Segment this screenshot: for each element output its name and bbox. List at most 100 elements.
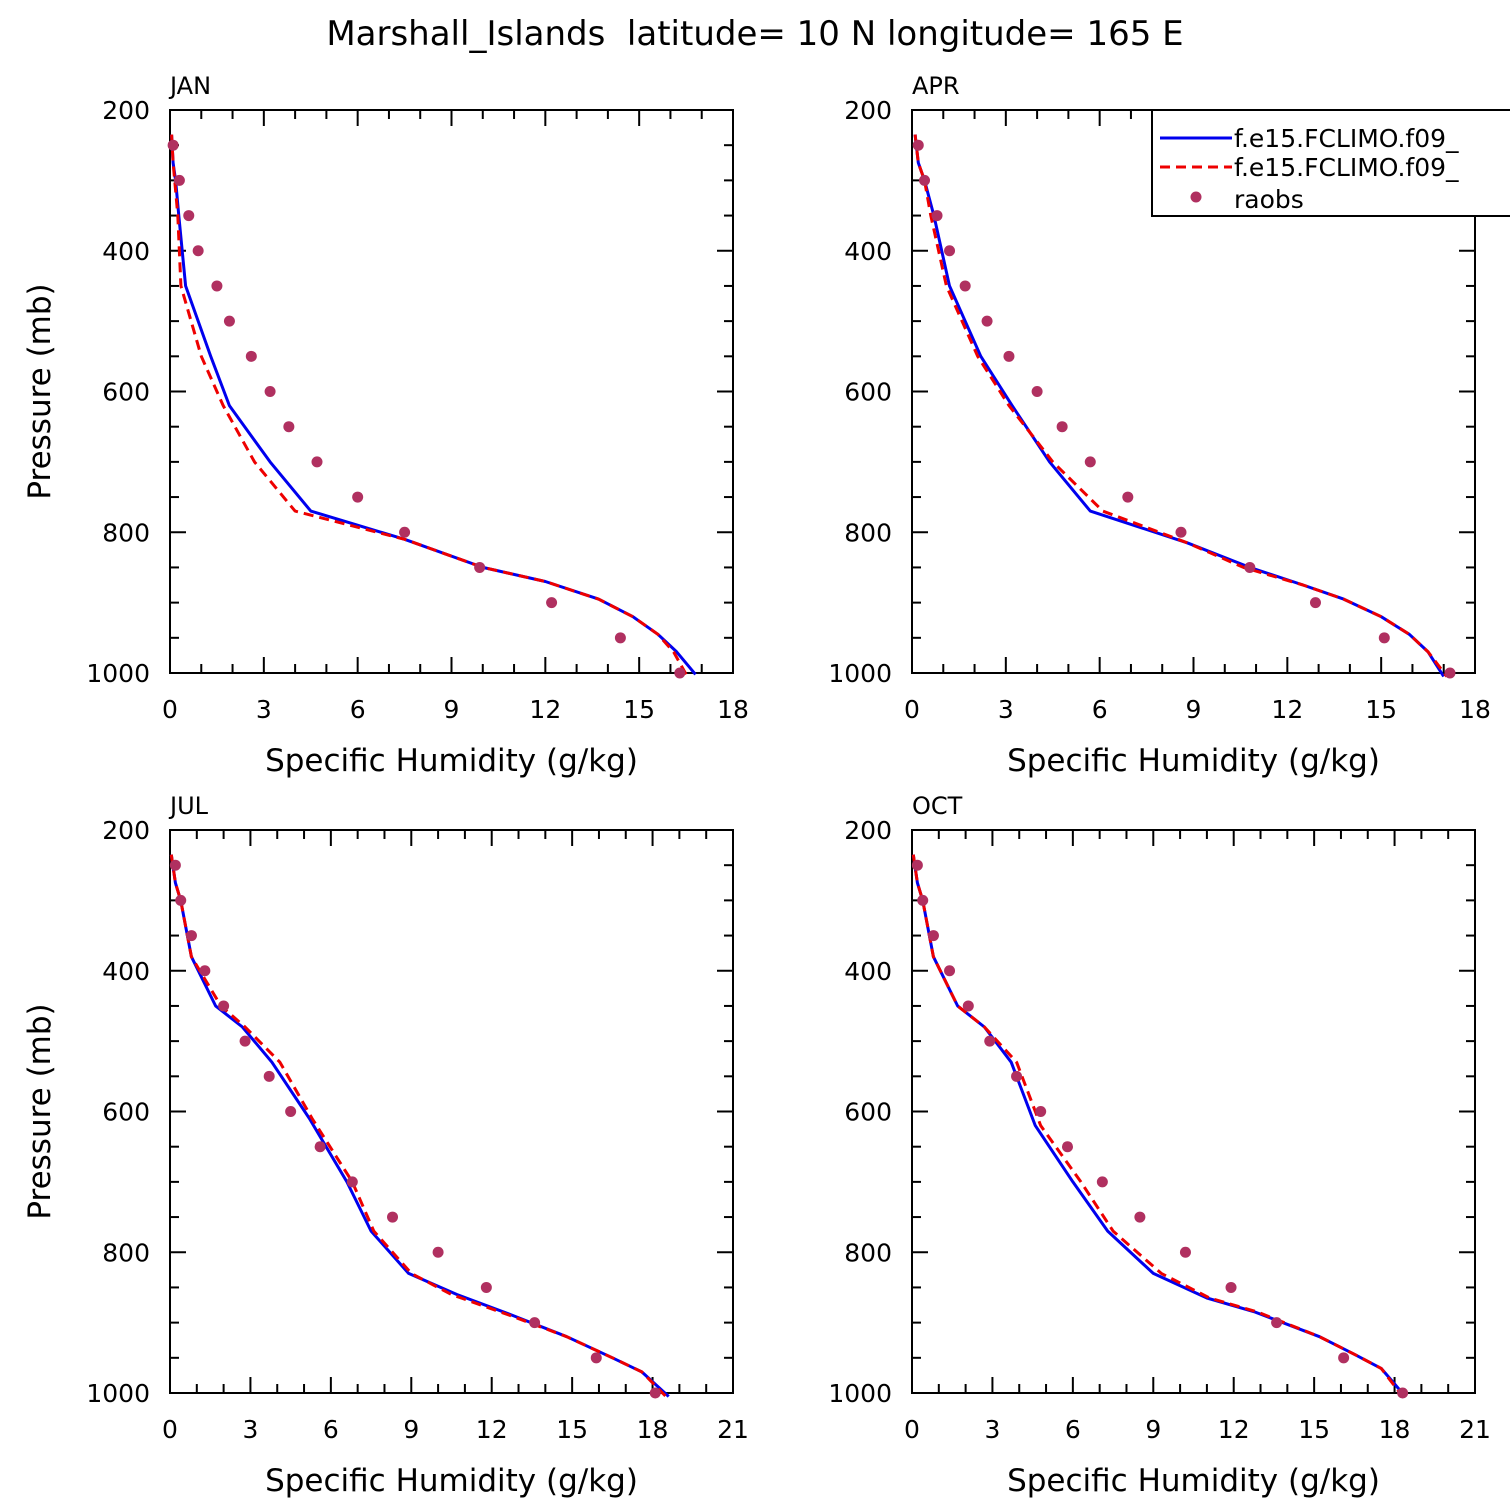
raobs-point (1134, 1211, 1146, 1223)
panel-jan: JAN 0 3 6 9 12 15 18 200 400 600 800 1000 Specific Hu… (22, 72, 749, 779)
raobs-point (283, 421, 295, 433)
legend-box (1151, 109, 1510, 217)
raobs-point (399, 526, 411, 538)
series-line-dashed (169, 854, 668, 1398)
raobs-point (944, 965, 956, 977)
raobs-point (1122, 491, 1134, 503)
raobs-point (912, 139, 924, 151)
raobs-point (919, 174, 931, 186)
y-tick-label: 200 (844, 816, 892, 845)
x-tick-label: 9 (444, 695, 460, 724)
raobs-point (649, 1387, 661, 1399)
x-tick-label: 9 (1145, 1415, 1161, 1444)
x-tick-label: 3 (256, 695, 272, 724)
panel-label: OCT (912, 792, 963, 820)
x-tick-label: 18 (1459, 695, 1491, 724)
raobs-point (239, 1035, 251, 1047)
raobs-point (1035, 1106, 1047, 1117)
raobs-point (432, 1246, 444, 1258)
y-tick-label: 800 (102, 1238, 150, 1267)
y-tick-label: 800 (844, 518, 892, 547)
raobs-point (1084, 456, 1096, 468)
series-line-solid (169, 854, 670, 1398)
raobs-point (474, 561, 486, 573)
raobs-point (346, 1176, 358, 1188)
raobs-point (911, 859, 923, 871)
y-axis-label: Pressure (mb) (22, 283, 58, 499)
y-tick-label: 1000 (828, 659, 892, 688)
raobs-point (352, 491, 364, 503)
x-tick-label: 15 (623, 695, 655, 724)
series-line-solid (170, 134, 697, 676)
y-tick-label: 400 (102, 957, 150, 986)
raobs-point (223, 315, 235, 327)
plot-frame (911, 829, 1476, 1394)
legend-label: f.e15.FCLIMO.f09_ (1234, 153, 1459, 182)
x-tick-label: 12 (476, 1415, 508, 1444)
x-axis-label: Specific Humidity (g/kg) (265, 1463, 638, 1499)
x-axis-label: Specific Humidity (g/kg) (1007, 1463, 1380, 1499)
y-tick-label: 200 (102, 96, 150, 125)
raobs-point (546, 597, 558, 609)
raobs-point (192, 245, 204, 257)
x-tick-label: 18 (637, 1415, 669, 1444)
raobs-point (1444, 667, 1456, 679)
raobs-point (263, 1070, 275, 1082)
y-tick-label: 400 (844, 957, 892, 986)
figure-title: Marshall_Islands latitude= 10 N longitud… (326, 14, 1183, 54)
raobs-point (1397, 1387, 1409, 1399)
raobs-point (218, 1000, 230, 1012)
x-tick-label: 0 (904, 1415, 920, 1444)
legend-swatch-marker (1190, 191, 1202, 203)
x-tick-label: 21 (717, 1415, 749, 1444)
y-tick-label: 1000 (86, 659, 150, 688)
raobs-point (944, 245, 956, 257)
x-tick-label: 18 (717, 695, 749, 724)
raobs-point (981, 315, 993, 327)
raobs-point (1179, 1246, 1191, 1258)
raobs-point (245, 350, 257, 362)
y-tick-label: 600 (844, 378, 892, 407)
plot-frame (169, 829, 734, 1394)
x-tick-label: 6 (1065, 1415, 1081, 1444)
raobs-point (1003, 350, 1015, 362)
raobs-point (984, 1035, 996, 1047)
y-tick-label: 800 (102, 518, 150, 547)
raobs-point (183, 210, 195, 222)
raobs-point (1225, 1281, 1237, 1293)
series-line-dashed (170, 134, 688, 676)
legend-label: f.e15.FCLIMO.f09_ (1234, 124, 1459, 153)
raobs-point (1011, 1070, 1023, 1082)
panel-label: APR (912, 72, 960, 100)
raobs-point (169, 859, 181, 871)
y-tick-label: 1000 (828, 1379, 892, 1408)
raobs-point (311, 456, 323, 468)
raobs-point (480, 1281, 492, 1293)
raobs-point (285, 1106, 297, 1117)
series-line-dashed (913, 134, 1448, 678)
x-tick-label: 15 (1298, 1415, 1330, 1444)
raobs-point (931, 210, 943, 222)
raobs-point (529, 1317, 541, 1329)
raobs-point (175, 894, 187, 906)
x-tick-label: 3 (998, 695, 1014, 724)
y-tick-label: 200 (102, 816, 150, 845)
x-tick-label: 0 (162, 695, 178, 724)
y-tick-label: 400 (102, 237, 150, 266)
x-tick-label: 12 (1271, 695, 1303, 724)
raobs-point (1309, 597, 1321, 609)
raobs-point (927, 930, 939, 942)
x-tick-label: 9 (1186, 695, 1202, 724)
raobs-point (1175, 526, 1187, 538)
x-axis-label: Specific Humidity (g/kg) (1007, 743, 1380, 779)
y-tick-label: 800 (844, 1238, 892, 1267)
raobs-point (1271, 1317, 1283, 1329)
x-tick-label: 15 (556, 1415, 588, 1444)
raobs-point (173, 174, 185, 186)
y-tick-label: 400 (844, 237, 892, 266)
raobs-point (590, 1352, 602, 1364)
y-axis-label: Pressure (mb) (22, 1003, 58, 1219)
x-tick-label: 6 (350, 695, 366, 724)
raobs-point (1061, 1141, 1073, 1153)
raobs-point (1378, 632, 1390, 644)
